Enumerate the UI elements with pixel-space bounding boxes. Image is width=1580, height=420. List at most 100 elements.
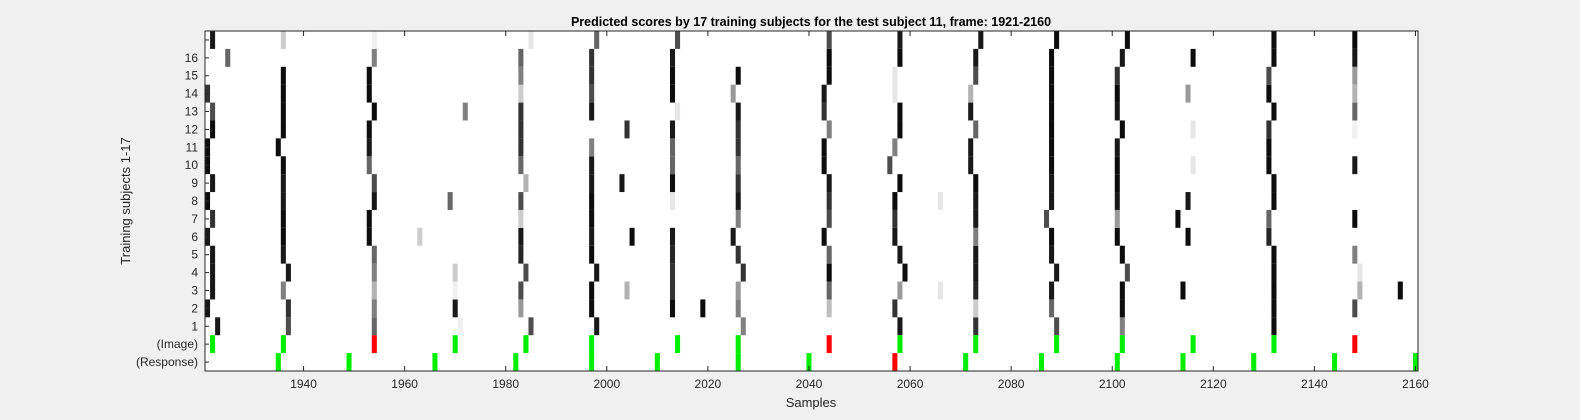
score-cell bbox=[826, 120, 832, 139]
score-cell bbox=[1352, 299, 1358, 318]
response-marker bbox=[346, 353, 352, 371]
response-marker bbox=[275, 353, 281, 371]
y-tick-label: 2 bbox=[191, 301, 198, 315]
score-cell bbox=[968, 138, 974, 157]
score-cell bbox=[1190, 120, 1196, 139]
score-cell bbox=[973, 317, 979, 336]
score-cell bbox=[821, 138, 827, 157]
score-cell bbox=[280, 227, 286, 246]
score-cell bbox=[518, 102, 524, 121]
score-cell bbox=[730, 227, 736, 246]
score-cell bbox=[523, 263, 529, 282]
score-cell bbox=[669, 66, 676, 85]
score-cell bbox=[371, 281, 377, 300]
score-cell bbox=[826, 192, 832, 210]
score-cell bbox=[1114, 156, 1120, 175]
y-axis-label: Training subjects 1-17 bbox=[118, 137, 133, 264]
score-cell bbox=[371, 263, 377, 282]
response-marker bbox=[806, 353, 812, 371]
score-cell bbox=[740, 263, 746, 282]
score-cell bbox=[518, 156, 524, 175]
score-cell bbox=[518, 138, 524, 157]
score-cell bbox=[735, 66, 741, 85]
score-cell bbox=[730, 84, 736, 103]
response-marker bbox=[654, 353, 660, 371]
score-cell bbox=[735, 299, 741, 318]
score-cell bbox=[589, 156, 595, 175]
response-marker bbox=[1251, 353, 1257, 371]
score-cell bbox=[1271, 102, 1277, 121]
response-marker bbox=[963, 353, 969, 371]
score-cell bbox=[973, 299, 979, 318]
y-tick-label: 7 bbox=[191, 212, 198, 226]
score-cell bbox=[1049, 299, 1055, 318]
score-cell bbox=[1271, 263, 1277, 282]
score-cell bbox=[1119, 245, 1125, 264]
score-cell bbox=[675, 31, 681, 49]
score-cell bbox=[1049, 66, 1055, 85]
score-cell bbox=[1271, 174, 1277, 193]
score-cell bbox=[457, 317, 463, 336]
y-tick-label: (Response) bbox=[136, 355, 198, 369]
score-cell bbox=[937, 192, 943, 210]
score-cell bbox=[892, 227, 898, 246]
score-cell bbox=[371, 102, 377, 121]
score-cell bbox=[1190, 48, 1196, 67]
response-marker bbox=[1412, 353, 1418, 371]
score-cell bbox=[210, 174, 216, 193]
score-cell bbox=[210, 120, 216, 139]
score-cell bbox=[897, 174, 903, 193]
score-cell bbox=[1119, 281, 1125, 300]
image-marker bbox=[1054, 335, 1060, 354]
score-cell bbox=[1049, 245, 1055, 264]
response-marker bbox=[735, 353, 741, 371]
y-tick-label: 13 bbox=[185, 105, 199, 119]
image-marker bbox=[826, 335, 832, 354]
score-cell bbox=[669, 84, 676, 103]
score-cell bbox=[624, 120, 630, 139]
score-cell bbox=[821, 227, 827, 246]
score-cell bbox=[1185, 227, 1191, 246]
score-cell bbox=[973, 174, 979, 193]
score-cell bbox=[1352, 31, 1358, 49]
score-cell bbox=[826, 174, 832, 193]
score-cell bbox=[366, 227, 372, 246]
score-cell bbox=[973, 192, 979, 210]
score-cell bbox=[1049, 102, 1055, 121]
score-cell bbox=[1124, 263, 1130, 282]
score-cell bbox=[589, 84, 595, 103]
y-tick-label: 1 bbox=[191, 319, 198, 333]
score-cell bbox=[589, 138, 595, 157]
score-cell bbox=[1049, 174, 1055, 193]
score-cell bbox=[1352, 209, 1358, 228]
x-tick-label: 2060 bbox=[897, 377, 924, 391]
score-cell bbox=[1271, 192, 1277, 210]
score-cell bbox=[1266, 156, 1272, 175]
image-marker bbox=[735, 335, 741, 354]
score-cell bbox=[528, 317, 534, 336]
image-marker bbox=[1271, 335, 1277, 354]
score-cell bbox=[371, 192, 377, 210]
score-cell bbox=[675, 102, 681, 121]
score-cell bbox=[210, 209, 216, 228]
score-cell bbox=[518, 120, 524, 139]
y-tick-label: 16 bbox=[185, 51, 199, 65]
x-tick-label: 2080 bbox=[998, 377, 1025, 391]
score-cell bbox=[1190, 156, 1196, 175]
score-cell bbox=[210, 245, 216, 264]
score-cell bbox=[973, 120, 979, 139]
score-cell bbox=[210, 102, 216, 121]
score-cell bbox=[826, 281, 832, 300]
score-cell bbox=[280, 245, 286, 264]
score-cell bbox=[1114, 102, 1120, 121]
score-cell bbox=[280, 192, 286, 210]
score-cell bbox=[366, 66, 372, 85]
score-cell bbox=[1397, 281, 1403, 300]
score-cell bbox=[371, 48, 377, 67]
score-cell bbox=[1266, 66, 1272, 85]
x-tick-label: 2140 bbox=[1301, 377, 1328, 391]
score-cell bbox=[892, 209, 898, 228]
y-tick-label: 10 bbox=[185, 158, 199, 172]
score-cell bbox=[589, 299, 595, 318]
